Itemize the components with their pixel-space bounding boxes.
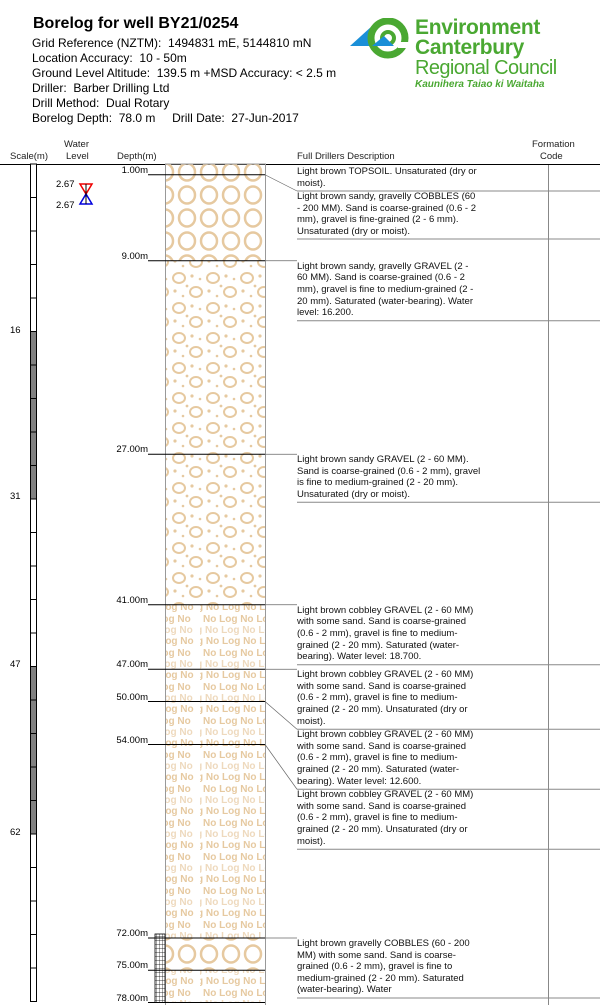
scale-segment: [30, 733, 37, 768]
scale-segment: [30, 599, 37, 634]
depth-label: 27.00m: [116, 444, 148, 456]
col-formation-1: Formation: [532, 139, 575, 150]
depth-label: 1.00m: [121, 164, 148, 176]
depth-label: 72.00m: [116, 928, 148, 939]
lithology-layer-cobbles: [165, 174, 265, 261]
lithology-layer-nolog: [165, 701, 265, 745]
logo-line-2: Canterbury: [415, 36, 525, 59]
lithology-layer-nolog: [165, 744, 265, 938]
scale-label: 62: [10, 826, 21, 838]
depth-label: 75.00m: [116, 960, 148, 972]
scale-segment: [30, 934, 37, 969]
col-description: Full Drillers Description: [297, 151, 395, 162]
scale-segment: [30, 800, 37, 835]
scale-segment: [30, 297, 37, 332]
col-water-2: Level: [66, 151, 89, 162]
depth-label: 50.00m: [116, 691, 148, 703]
scale-segment: [30, 163, 37, 198]
screen-icon: [154, 933, 166, 1003]
scale-segment: [30, 197, 37, 232]
scale-segment: [30, 632, 37, 667]
water-level-label: 2.67: [56, 179, 75, 190]
layer-description: Light brown cobbley GRAVEL (2 - 60 MM) w…: [297, 789, 474, 847]
scale-segment: [30, 532, 37, 567]
layer-description: Light brown sandy GRAVEL (2 - 60 MM). Sa…: [297, 454, 481, 501]
scale-segment: [30, 766, 37, 801]
column-border: [165, 163, 266, 1005]
lithology-layer-gravel: [165, 260, 265, 455]
leader-lines: [264, 174, 600, 999]
depth-label: 41.00m: [116, 594, 148, 606]
depth-label: 54.00m: [116, 734, 148, 746]
scale-segment: [30, 967, 37, 1002]
logo-line-3: Regional Council: [415, 57, 557, 79]
scale-segment: [30, 666, 37, 701]
layer-description: Light brown sandy, gravelly GRAVEL (2 - …: [297, 260, 474, 319]
layer-description: Light brown cobbley GRAVEL (2 - 60 MM) w…: [297, 729, 474, 787]
scale-segment: [30, 565, 37, 600]
location-accuracy: Location Accuracy: 10 - 50m: [32, 51, 187, 65]
scale-segment: [30, 264, 37, 299]
leader-line: [264, 744, 298, 790]
layer-description: Light brown cobbley GRAVEL (2 - 60 MM) w…: [297, 604, 474, 663]
scale-segment: [30, 230, 37, 265]
ecan-logo-icon: [350, 18, 416, 59]
logo-line-4: Kaunihera Taiao ki Waitaha: [415, 79, 545, 90]
water-level-marker-icon: [78, 183, 94, 205]
scale-segment: [30, 900, 37, 935]
leader-line: [264, 701, 298, 730]
lithology-layer-cobbles: [165, 164, 265, 175]
lithology-layer-gravel: [165, 454, 265, 605]
depth-label: 9.00m: [121, 250, 148, 262]
scale-bar: [30, 163, 37, 1002]
drill-method: Drill Method: Dual Rotary: [32, 96, 170, 110]
lithology-layer-nolog: [165, 669, 265, 702]
scale-segment: [30, 331, 37, 366]
scale-segment: [30, 833, 37, 868]
lithology-column: [148, 163, 266, 1005]
water-level-label: 2.67: [56, 200, 75, 211]
layer-description: Light brown TOPSOIL. Unsaturated (dry or…: [297, 166, 477, 189]
lithology-layer-cobbles: [165, 938, 265, 971]
layer-description: Light brown gravelly COBBLES (60 - 200 M…: [297, 938, 470, 996]
leader-line: [264, 174, 298, 192]
grid-reference: Grid Reference (NZTM): 1494831 mE, 51448…: [32, 36, 312, 50]
scale-segment: [30, 398, 37, 433]
depth-label: 47.00m: [116, 659, 148, 671]
ecan-logo-text: Environment Canterbury Regional Council …: [415, 16, 557, 92]
lithology-layer-nolog: [165, 970, 265, 1003]
col-depth: Depth(m): [117, 151, 157, 162]
depth-label: 78.00m: [116, 992, 148, 1004]
driller: Driller: Barber Drilling Ltd: [32, 81, 170, 95]
scale-segment: [30, 699, 37, 734]
scale-label: 31: [10, 491, 21, 503]
scale-segment: [30, 867, 37, 902]
ground-level: Ground Level Altitude: 139.5 m +MSD Accu…: [32, 66, 337, 80]
layer-description: Light brown sandy, gravelly COBBLES (60 …: [297, 191, 476, 237]
col-scale: Scale(m): [10, 151, 49, 162]
logo-line-1: Environment: [415, 16, 541, 39]
lithology-layer-nolog: [165, 604, 265, 670]
scale-segment: [30, 498, 37, 533]
layer-description: Light brown cobbley GRAVEL (2 - 60 MM) w…: [297, 669, 474, 727]
depth-date: Borelog Depth: 78.0 m Drill Date: 27-Jun…: [32, 111, 299, 125]
scale-segment: [30, 364, 37, 399]
scale-label: 47: [10, 658, 21, 670]
col-water-1: Water: [64, 139, 89, 150]
scale-segment: [30, 431, 37, 466]
col-formation-2: Code: [540, 151, 563, 162]
scale-segment: [30, 465, 37, 500]
scale-label: 16: [10, 324, 21, 336]
page-title: Borelog for well BY21/0254: [33, 15, 239, 32]
